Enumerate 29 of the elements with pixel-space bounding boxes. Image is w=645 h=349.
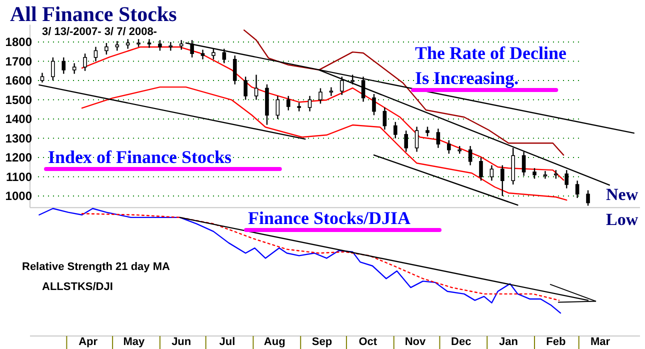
x-tick-label: Apr: [78, 336, 98, 348]
annotation: The Rate of Decline Is Increasing.: [415, 43, 566, 88]
chart-title: All Finance Stocks: [10, 2, 177, 26]
annotation: ALLSTKS/DJI: [42, 281, 113, 293]
y-tick-label: 1700: [5, 54, 32, 68]
y-tick-label: 1300: [5, 131, 32, 146]
x-tick-label: Dec: [451, 336, 472, 348]
y-tick-label: 1800: [5, 35, 32, 50]
y-tick-label: 1600: [5, 74, 32, 88]
x-tick-label: May: [123, 336, 146, 348]
annotation: Index of Finance Stocks: [48, 147, 232, 167]
x-tick-label: Feb: [546, 336, 566, 348]
x-tick-label: Aug: [264, 336, 286, 348]
annotation: Relative Strength 21 day MA: [22, 261, 170, 273]
y-tick-label: 1400: [5, 112, 32, 126]
x-tick-label: Jan: [499, 336, 518, 348]
annotation: New Low: [606, 185, 639, 229]
y-tick-label: 1000: [5, 189, 32, 204]
chart-title: Finance Stocks/DJIA: [248, 208, 411, 228]
x-tick-label: Mar: [590, 336, 611, 348]
x-tick-label: Oct: [358, 336, 378, 348]
chart-subtitle: 3/ 13/-2007- 3/ 7/ 2008-: [42, 26, 158, 38]
x-tick-label: Jul: [219, 336, 236, 348]
y-tick-label: 1100: [6, 170, 32, 184]
x-tick-label: Nov: [404, 336, 427, 348]
x-tick-label: Jun: [172, 336, 192, 348]
y-tick-label: 1200: [5, 150, 32, 165]
y-tick-label: 1500: [5, 92, 32, 107]
x-tick-label: Sep: [312, 336, 332, 348]
